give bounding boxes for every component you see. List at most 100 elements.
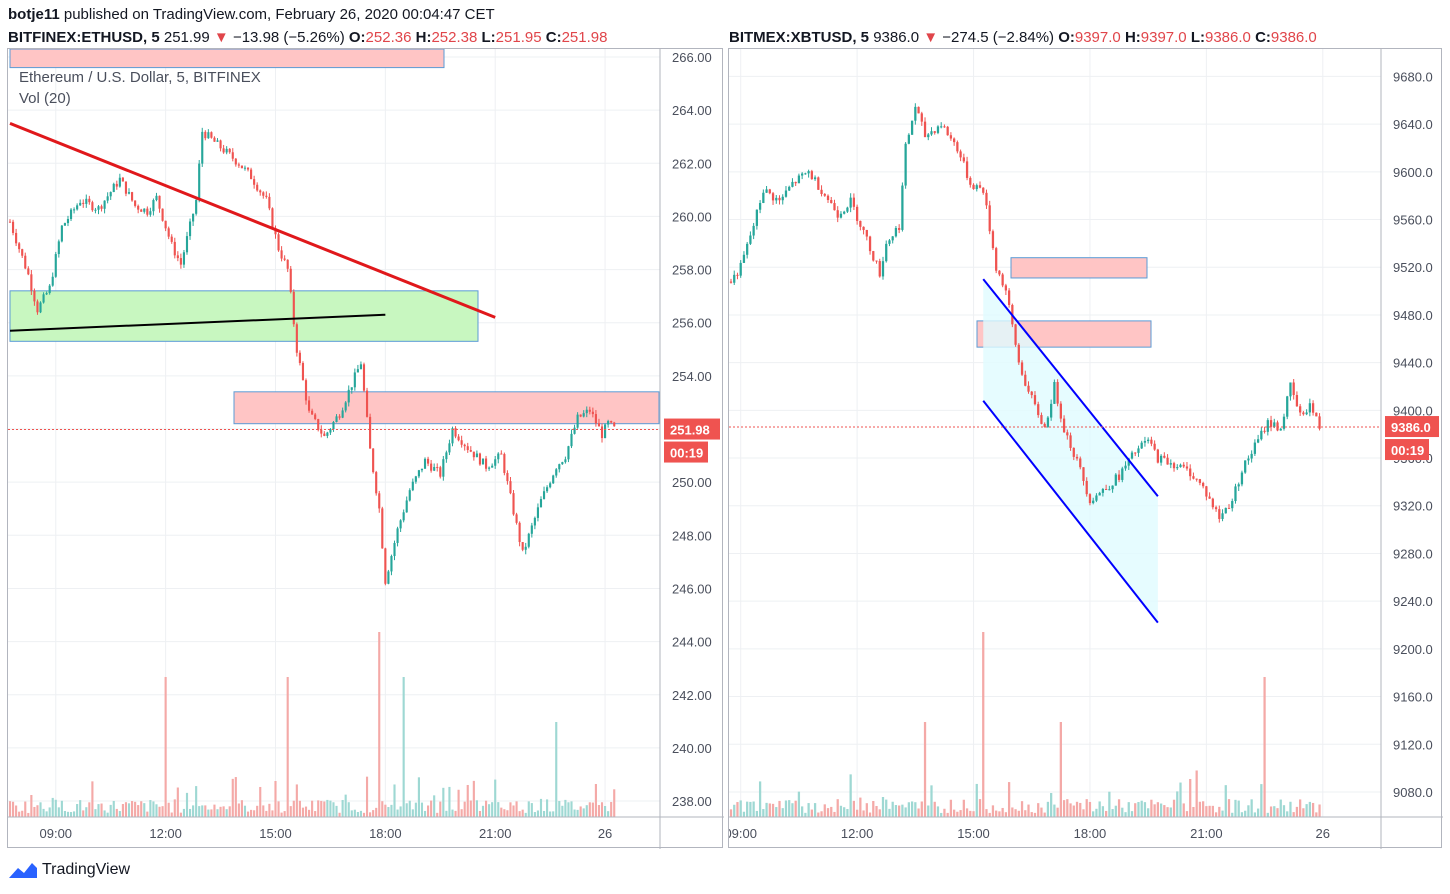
volume-bar: [1159, 803, 1163, 817]
volume-bar: [839, 805, 843, 817]
eth-legend-title[interactable]: Ethereum / U.S. Dollar, 5, BITFINEX: [19, 69, 261, 86]
volume-bar: [1311, 802, 1315, 817]
candle-body: [152, 200, 155, 212]
volume-bar: [289, 806, 292, 817]
xbt-symbol[interactable]: BITMEX:XBTUSD, 5: [729, 29, 870, 46]
candle-body: [552, 475, 555, 484]
candle-body: [411, 481, 414, 491]
volume-bar: [253, 810, 256, 817]
volume-bar: [1231, 812, 1234, 817]
volume-bar: [801, 806, 804, 817]
volume-bar: [472, 780, 475, 817]
volume-bar: [243, 805, 247, 817]
candle-body: [243, 167, 247, 169]
candle-body: [289, 268, 292, 292]
candle-body: [833, 203, 836, 211]
volume-bar: [51, 797, 54, 817]
candle-body: [1108, 489, 1111, 491]
volume-bar: [998, 811, 1001, 817]
volume-bar: [1302, 808, 1305, 817]
volume-bar: [112, 800, 115, 817]
candle-body: [1185, 466, 1189, 469]
volume-bar: [277, 801, 280, 817]
candle-body: [564, 459, 567, 463]
candle-body: [791, 181, 794, 187]
xbt-chart-svg[interactable]: 9680.0 9640.0 9600.0 9560.0 9520.0 9480.0 9440…: [724, 49, 1443, 849]
volume-bar: [411, 809, 414, 817]
candle-body: [797, 175, 801, 184]
volume-bar: [936, 806, 940, 817]
candle-body: [904, 143, 907, 186]
candle-body: [972, 184, 975, 190]
candle-body: [231, 152, 234, 159]
xbt-chart-pane[interactable]: 9680.0 9640.0 9600.0 9560.0 9520.0 9480.0 9440…: [724, 48, 1443, 849]
volume-bar: [530, 803, 533, 817]
candle-body: [414, 476, 417, 482]
candle-body: [1234, 486, 1237, 502]
eth-legend-vol[interactable]: Vol (20): [19, 90, 71, 107]
volume-bar: [1205, 806, 1208, 817]
candle-body: [978, 185, 982, 188]
volume-bar: [1221, 810, 1224, 817]
y-tick-label: 9240.0: [1393, 594, 1433, 609]
volume-bar: [849, 774, 852, 817]
volume-bar: [1037, 803, 1040, 817]
candle-body: [1069, 435, 1072, 448]
candle-body: [30, 274, 33, 291]
candle-body: [372, 448, 375, 473]
volume-bar: [988, 812, 991, 817]
candle-body: [362, 364, 366, 391]
candle-body: [1140, 442, 1143, 449]
candle-body: [1101, 489, 1105, 493]
candle-body: [1237, 484, 1240, 487]
volume-bar: [88, 802, 91, 817]
volume-bar: [1234, 799, 1237, 817]
candle-body: [472, 451, 475, 458]
volume-bar: [1098, 801, 1101, 817]
xbt-candles: [729, 103, 1321, 523]
candle-body: [481, 458, 485, 465]
xbt-close: 9386.0: [1270, 29, 1317, 46]
eth-chart-svg[interactable]: 266.00 264.00 262.00 260.00 258.00 256.00 254.…: [8, 48, 724, 849]
volume-bar: [521, 809, 524, 817]
candle-body: [1075, 456, 1079, 459]
eth-low-label: L:: [481, 29, 496, 46]
candle-body: [54, 254, 57, 277]
candle-body: [901, 185, 904, 230]
volume-bar: [969, 810, 972, 817]
volume-bar: [423, 810, 427, 817]
candle-body: [15, 232, 18, 244]
candle-body: [253, 179, 256, 185]
price-tag: 251.98: [670, 423, 710, 438]
eth-open-label: O:: [348, 29, 366, 46]
candle-body: [188, 221, 192, 237]
candle-body: [1176, 467, 1179, 469]
volume-bar: [755, 810, 759, 817]
author-name[interactable]: botje11: [8, 6, 60, 23]
candle-body: [69, 209, 73, 219]
volume-bar: [85, 807, 88, 817]
candle-body: [91, 202, 94, 211]
volume-bar: [109, 804, 112, 817]
candle-body: [823, 194, 826, 196]
volume-bar: [399, 806, 402, 817]
candle-body: [923, 121, 927, 138]
volume-bar: [875, 806, 878, 817]
price-tag-box: [664, 418, 720, 440]
eth-symbol[interactable]: BITFINEX:ETHUSD, 5: [8, 29, 160, 46]
tradingview-logo[interactable]: TradingView: [8, 860, 130, 880]
volume-bar: [146, 811, 149, 817]
y-tick-label: 9320.0: [1393, 499, 1433, 514]
eth-price: 251.99: [163, 29, 210, 46]
candle-body: [420, 468, 424, 471]
volume-bar: [497, 802, 500, 817]
volume-bar: [1237, 800, 1240, 817]
volume-bar: [1240, 812, 1244, 817]
volume-bar: [546, 799, 549, 817]
candle-body: [286, 259, 289, 269]
volume-bar: [167, 802, 170, 817]
time-tag-box: [1385, 439, 1429, 461]
candle-body: [207, 132, 210, 139]
eth-chart-pane[interactable]: 266.00 264.00 262.00 260.00 258.00 256.00 254.…: [7, 48, 724, 849]
volume-bar: [274, 780, 277, 817]
